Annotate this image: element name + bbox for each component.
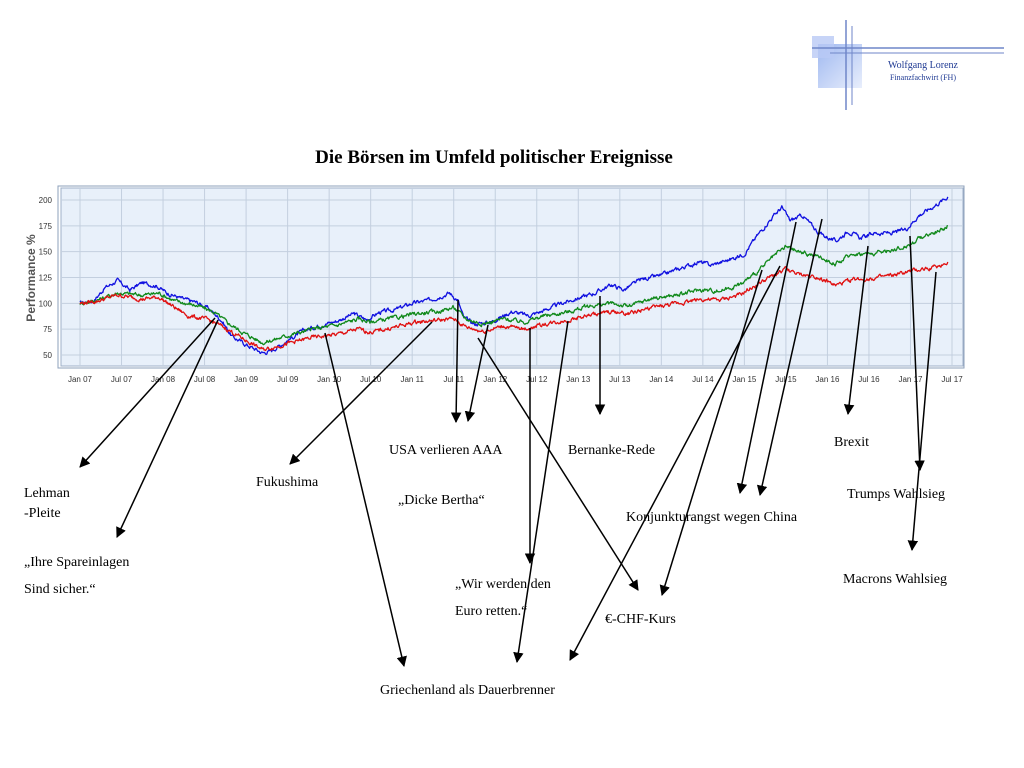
annotation-arrows: [79, 218, 937, 668]
annotation-macron: Macrons Wahlsieg: [843, 572, 947, 587]
arrow-china-2: [756, 218, 823, 497]
arrow-lehman: [79, 317, 216, 468]
arrow-griechenland-2: [513, 320, 569, 664]
x-tick-label: Jan 09: [234, 375, 259, 384]
annotation-spareinlagen: „Ihre Spareinlagen Sind sicher.“: [24, 555, 129, 597]
annotation-brexit: Brexit: [834, 435, 869, 450]
x-tick-label: Jul 08: [194, 375, 216, 384]
annotation-trump: Trumps Wahlsieg: [847, 487, 945, 502]
annotation-chf: €-CHF-Kurs: [605, 612, 676, 627]
y-axis-ticks: 50 75 100 125 150 175 200: [39, 196, 53, 360]
y-tick-label: 50: [43, 351, 52, 360]
x-tick-label: Jul 13: [609, 375, 631, 384]
x-axis-ticks: Jan 07 Jul 07 Jan 08 Jul 08 Jan 09 Jul 09 Jan …: [68, 375, 963, 384]
x-tick-label: Jan 10: [317, 375, 342, 384]
arrow-griechenland: [324, 332, 407, 668]
arrow-dicke-bertha: [464, 324, 489, 423]
y-axis-label: Performance %: [24, 234, 38, 322]
arrow-chf-2: [659, 269, 763, 597]
annotation-spareinlagen-line2: Sind sicher.“: [24, 582, 96, 597]
arrow-brexit: [843, 245, 869, 416]
series-line-3: [79, 261, 949, 352]
annotation-bernanke: Bernanke-Rede: [568, 443, 655, 458]
annotation-lehman-line1: Lehman: [24, 486, 70, 501]
grid: [61, 188, 963, 366]
annotation-dicke-bertha: „Dicke Bertha“: [398, 493, 485, 508]
x-tick-label: Jan 17: [898, 375, 923, 384]
x-tick-label: Jan 16: [815, 375, 840, 384]
arrow-china: [736, 221, 797, 495]
logo-name: Wolfgang Lorenz: [888, 60, 959, 71]
annotation-fukushima: Fukushima: [256, 475, 319, 490]
y-tick-label: 75: [43, 325, 52, 334]
annotations: Lehman -Pleite „Ihre Spareinlagen Sind sic…: [24, 435, 947, 698]
arrow-fukushima: [289, 321, 433, 465]
x-tick-label: Jul 14: [692, 375, 714, 384]
annotation-euro-retten-line1: „Wir werden den: [455, 577, 551, 592]
series-line-2: [79, 225, 948, 346]
logo-square-small: [812, 36, 834, 58]
y-tick-label: 125: [39, 274, 53, 283]
annotation-griechenland: Griechenland als Dauerbrenner: [380, 683, 555, 698]
chart-frame: [57, 185, 965, 369]
y-tick-label: 175: [39, 222, 53, 231]
x-tick-label: Jan 12: [483, 375, 508, 384]
x-tick-label: Jan 07: [68, 375, 93, 384]
arrow-usa-aaa: [450, 299, 462, 424]
logo-subtitle: Finanzfachwirt (FH): [890, 73, 956, 82]
x-tick-label: Jul 11: [443, 375, 464, 384]
chart-title: Die Börsen im Umfeld politischer Ereigni…: [315, 147, 673, 168]
annotation-spareinlagen-line1: „Ihre Spareinlagen: [24, 555, 129, 570]
y-tick-label: 150: [39, 248, 53, 257]
arrow-macron: [907, 271, 937, 552]
x-tick-label: Jul 10: [360, 375, 382, 384]
arrow-spareinlagen: [116, 319, 219, 538]
arrow-chf: [477, 337, 639, 591]
x-tick-label: Jul 12: [526, 375, 548, 384]
x-tick-label: Jan 13: [566, 375, 591, 384]
annotation-usa-aaa: USA verlieren AAA: [389, 443, 503, 458]
x-tick-label: Jul 09: [277, 375, 299, 384]
x-tick-label: Jan 14: [649, 375, 674, 384]
annotation-euro-retten: „Wir werden den Euro retten.“: [455, 577, 551, 619]
annotation-lehman: Lehman -Pleite: [24, 486, 70, 521]
y-tick-label: 200: [39, 196, 53, 205]
x-tick-label: Jul 17: [941, 375, 963, 384]
x-tick-label: Jan 11: [400, 375, 424, 384]
x-tick-label: Jan 15: [732, 375, 757, 384]
y-tick-label: 100: [39, 299, 53, 308]
x-tick-label: Jan 08: [151, 375, 176, 384]
annotation-euro-retten-line2: Euro retten.“: [455, 604, 527, 619]
logo: Wolfgang Lorenz Finanzfachwirt (FH): [812, 20, 1004, 110]
x-tick-label: Jul 16: [858, 375, 880, 384]
annotation-china: Konjunkturangst wegen China: [626, 510, 798, 525]
arrow-trump: [909, 235, 925, 472]
x-tick-label: Jul 07: [111, 375, 133, 384]
arrow-griechenland-3: [569, 265, 781, 661]
annotation-lehman-line2: -Pleite: [24, 506, 61, 521]
series-line-1: [79, 196, 949, 356]
series-lines: [79, 196, 949, 356]
